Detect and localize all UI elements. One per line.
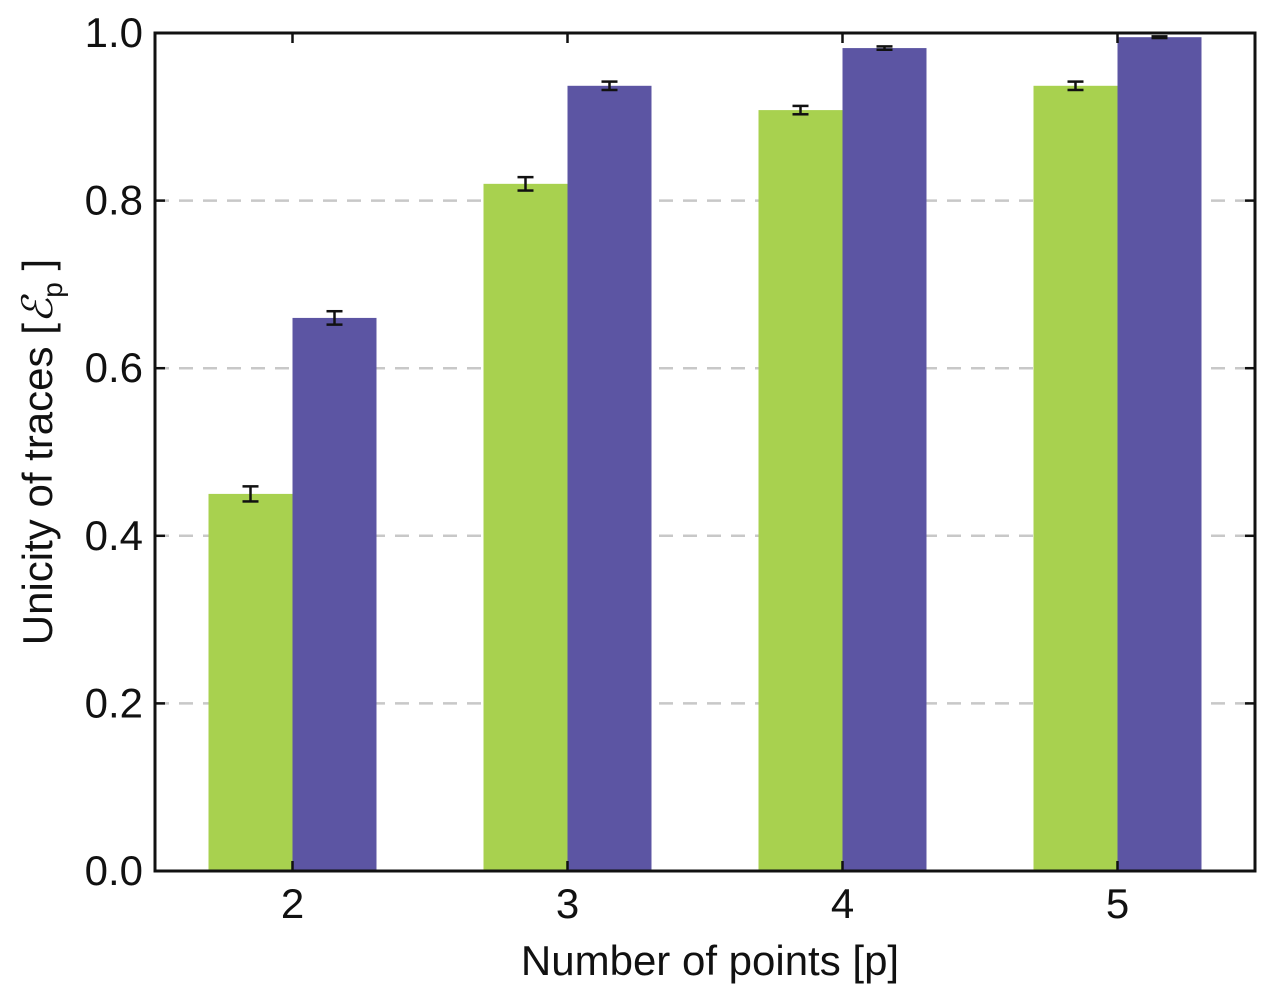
x-tick-label: 5 xyxy=(1106,880,1129,927)
bar-series-2-2 xyxy=(292,317,377,871)
y-tick-label: 0.4 xyxy=(85,512,143,559)
y-axis-title-symbol: ℰ xyxy=(13,293,62,323)
x-tick-label: 2 xyxy=(281,880,304,927)
bar-series-2-4 xyxy=(842,48,927,872)
y-tick-label: 0.6 xyxy=(85,344,143,391)
error-bar-series-2-3 xyxy=(601,80,618,92)
y-tick-label: 0.2 xyxy=(85,679,143,726)
y-axis-title-close: ] xyxy=(14,259,61,282)
bars xyxy=(208,37,1202,872)
error-bars xyxy=(242,35,1168,503)
error-bar-series-1-2 xyxy=(242,485,259,503)
x-tick-label: 4 xyxy=(831,880,854,927)
bar-series-1-5 xyxy=(1033,85,1118,871)
y-tick-label: 0.8 xyxy=(85,177,143,224)
error-bar-series-2-5 xyxy=(1151,35,1168,40)
y-axis-title-subscript: p xyxy=(37,282,68,298)
error-bar-series-2-4 xyxy=(876,45,893,52)
bar-series-1-3 xyxy=(483,183,568,872)
y-tick-label: 0.0 xyxy=(85,847,143,894)
y-tick-label: 1.0 xyxy=(85,9,143,56)
x-axis-title: Number of points [p] xyxy=(521,937,899,984)
bar-series-1-4 xyxy=(758,110,843,871)
axis-ticks: 0.0 0.2 0.4 0.6 0.8 1.0 2 3 4 5 xyxy=(85,9,1255,927)
error-bar-series-1-3 xyxy=(517,175,534,192)
y-axis-title: Unicity of traces [ℰp ] xyxy=(13,259,68,645)
bar-series-2-5 xyxy=(1117,37,1202,871)
error-bar-series-1-4 xyxy=(792,104,809,116)
bar-series-1-2 xyxy=(208,493,293,871)
error-bar-series-2-2 xyxy=(326,309,343,326)
y-axis-title-main: Unicity of traces [ xyxy=(14,323,61,645)
error-bar-series-1-5 xyxy=(1067,80,1084,92)
bar-series-2-3 xyxy=(567,85,652,871)
plot-frame xyxy=(153,31,1257,873)
x-tick-label: 3 xyxy=(556,880,579,927)
